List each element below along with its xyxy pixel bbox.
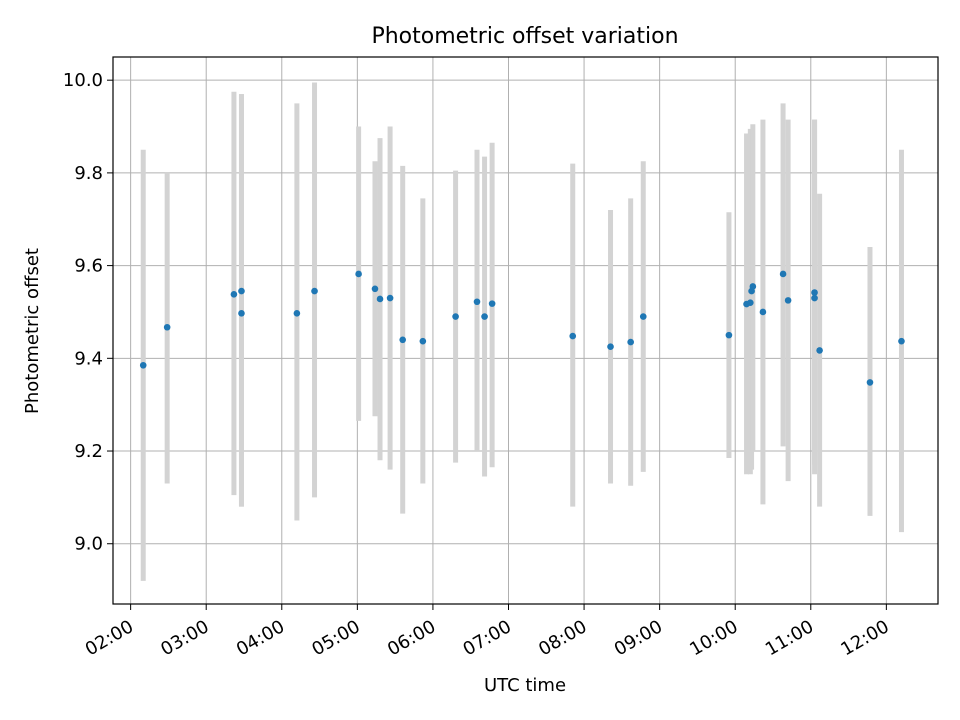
data-point <box>569 332 577 340</box>
data-point <box>898 337 905 345</box>
data-point <box>311 287 318 295</box>
data-point <box>452 313 459 320</box>
data-point <box>811 294 818 302</box>
data-point <box>627 338 634 346</box>
data-point <box>747 299 754 306</box>
data-point <box>779 270 787 278</box>
y-tick-label: 9.8 <box>74 163 103 184</box>
data-point <box>238 287 245 295</box>
data-point <box>607 343 614 351</box>
data-point <box>811 289 818 296</box>
data-point <box>759 308 767 316</box>
data-point <box>481 313 488 320</box>
data-point <box>816 347 823 354</box>
data-point <box>488 300 496 307</box>
data-point <box>419 337 427 345</box>
data-point <box>355 270 362 278</box>
data-points <box>139 270 905 386</box>
y-axis-ticks: 9.0 9.2 9.4 9.6 9.8 10.0 <box>63 70 113 555</box>
y-axis-label: Photometric offset <box>22 248 43 414</box>
y-tick-label: 9.6 <box>74 256 103 277</box>
data-point <box>866 379 874 386</box>
data-point <box>399 336 406 344</box>
x-axis-label: UTC time <box>484 675 566 696</box>
data-point <box>293 310 301 317</box>
y-tick-label: 9.4 <box>74 348 103 369</box>
data-point <box>163 323 171 331</box>
data-point <box>238 310 245 317</box>
data-point <box>784 297 792 304</box>
data-point <box>139 361 147 369</box>
y-tick-label: 10.0 <box>63 70 103 91</box>
data-point <box>371 285 379 293</box>
data-point <box>386 294 394 302</box>
chart-title: Photometric offset variation <box>371 24 678 49</box>
data-point <box>230 291 238 298</box>
y-tick-label: 9.0 <box>74 534 103 555</box>
data-point <box>639 313 647 320</box>
data-point <box>376 295 384 303</box>
plot-frame <box>112 56 939 605</box>
grid <box>113 57 938 604</box>
data-point <box>725 331 733 339</box>
data-point <box>473 298 481 306</box>
y-tick-label: 9.2 <box>74 441 103 462</box>
data-point <box>749 283 757 290</box>
